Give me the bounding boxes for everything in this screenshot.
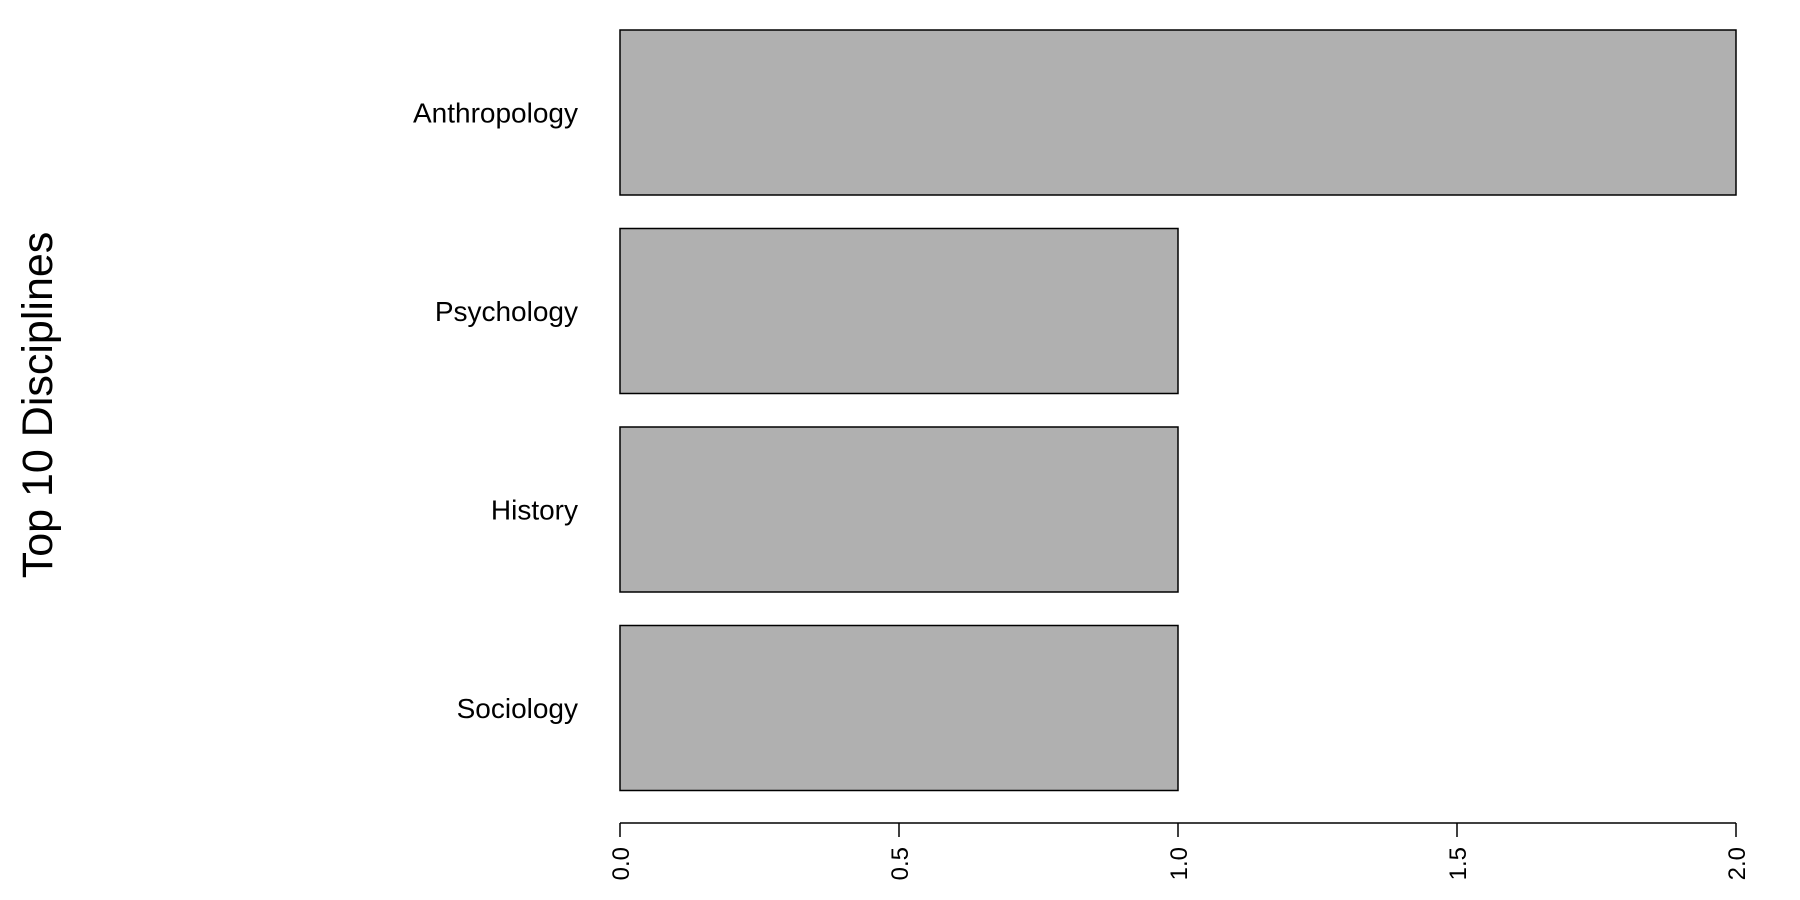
x-tick-label: 1.0	[1166, 847, 1193, 880]
bar-psychology	[619, 227, 1179, 395]
y-axis-label: Top 10 Disciplines	[14, 232, 62, 579]
bar-anthropology	[619, 29, 1737, 196]
bar-sociology	[619, 624, 1179, 792]
x-tick-label: 0.5	[887, 847, 914, 880]
category-label: Anthropology	[413, 98, 578, 129]
x-tick-label: 0.0	[608, 847, 635, 880]
x-tick-label: 1.5	[1445, 847, 1472, 880]
category-label: Sociology	[457, 693, 578, 724]
category-label: History	[491, 495, 578, 526]
bar-history	[619, 426, 1179, 593]
category-label: Psychology	[435, 296, 578, 327]
plot-area: Anthropology Psychology History Sociology 0.…	[413, 29, 1751, 880]
x-tick-label: 2.0	[1724, 847, 1751, 880]
